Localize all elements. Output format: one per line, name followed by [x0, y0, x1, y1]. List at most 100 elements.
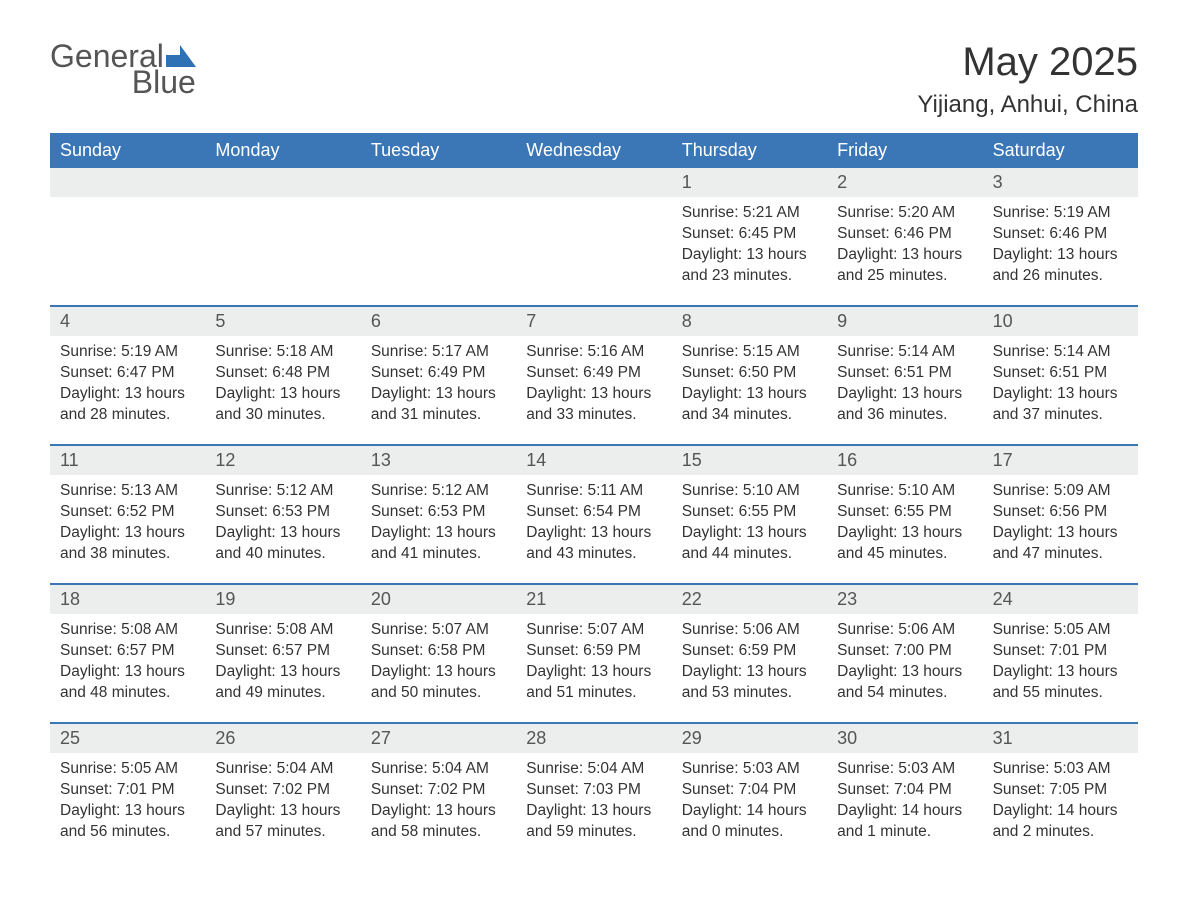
- sunrise-text: Sunrise: 5:19 AM: [993, 203, 1128, 224]
- day-number: 16: [827, 446, 982, 475]
- sunrise-text: Sunrise: 5:05 AM: [993, 620, 1128, 641]
- sunrise-text: Sunrise: 5:04 AM: [371, 759, 506, 780]
- sunrise-text: Sunrise: 5:04 AM: [215, 759, 350, 780]
- day-number: 19: [205, 585, 360, 614]
- detail-row: Sunrise: 5:13 AMSunset: 6:52 PM Daylight:…: [50, 475, 1138, 583]
- daylight-text: Daylight: 13 hours and 26 minutes.: [993, 245, 1128, 287]
- day-detail: Sunrise: 5:15 AMSunset: 6:50 PMDaylight:…: [672, 336, 827, 444]
- day-detail: Sunrise: 5:03 AMSunset: 7:04 PMDaylight:…: [672, 753, 827, 861]
- day-number: 29: [672, 724, 827, 753]
- day-detail: Sunrise: 5:05 AMSunset: 7:01 PMDaylight:…: [50, 753, 205, 861]
- sunrise-text: Sunrise: 5:09 AM: [993, 481, 1128, 502]
- daylight-text: Daylight: 14 hours and 1 minute.: [837, 801, 972, 843]
- day-number: 9: [827, 307, 982, 336]
- daylight-text: Daylight: 13 hours and 51 minutes.: [526, 662, 661, 704]
- sunrise-text: Sunrise: 5:17 AM: [371, 342, 506, 363]
- sunrise-text: Sunrise: 5:15 AM: [682, 342, 817, 363]
- sunset-text: Sunset: 7:04 PM: [837, 780, 972, 801]
- sunset-text: Sunset: 6:54 PM: [526, 502, 661, 523]
- day-number: 27: [361, 724, 516, 753]
- day-number: 25: [50, 724, 205, 753]
- weekday-header: Monday: [205, 133, 360, 168]
- daylight-text: Daylight: 13 hours and 44 minutes.: [682, 523, 817, 565]
- daylight-text: Daylight: 13 hours and 58 minutes.: [371, 801, 506, 843]
- daylight-text: Daylight: 13 hours and 55 minutes.: [993, 662, 1128, 704]
- header: General Blue May 2025 Yijiang, Anhui, Ch…: [50, 40, 1138, 119]
- sunset-text: Sunset: 6:46 PM: [837, 224, 972, 245]
- sunset-text: Sunset: 6:52 PM: [60, 502, 195, 523]
- daylight-text: Daylight: 13 hours and 36 minutes.: [837, 384, 972, 426]
- daylight-text: Daylight: 13 hours and 40 minutes.: [215, 523, 350, 565]
- day-detail: Sunrise: 5:12 AMSunset: 6:53 PMDaylight:…: [205, 475, 360, 583]
- day-number: 31: [983, 724, 1138, 753]
- weekday-header: Sunday: [50, 133, 205, 168]
- sunset-text: Sunset: 6:55 PM: [682, 502, 817, 523]
- sunrise-text: Sunrise: 5:07 AM: [526, 620, 661, 641]
- day-detail: Sunrise: 5:03 AMSunset: 7:05 PMDaylight:…: [983, 753, 1138, 861]
- daylight-text: Daylight: 13 hours and 31 minutes.: [371, 384, 506, 426]
- day-number: 14: [516, 446, 671, 475]
- daynum-row: 25262728293031: [50, 722, 1138, 753]
- sunset-text: Sunset: 7:00 PM: [837, 641, 972, 662]
- daylight-text: Daylight: 13 hours and 54 minutes.: [837, 662, 972, 704]
- day-number: 28: [516, 724, 671, 753]
- weeks-container: 123Sunrise: 5:21 AMSunset: 6:45 PMDaylig…: [50, 168, 1138, 861]
- sunset-text: Sunset: 6:58 PM: [371, 641, 506, 662]
- sunset-text: Sunset: 7:02 PM: [371, 780, 506, 801]
- day-number: 15: [672, 446, 827, 475]
- daylight-text: Daylight: 13 hours and 37 minutes.: [993, 384, 1128, 426]
- day-detail: Sunrise: 5:03 AMSunset: 7:04 PMDaylight:…: [827, 753, 982, 861]
- day-number: 26: [205, 724, 360, 753]
- daylight-text: Daylight: 13 hours and 53 minutes.: [682, 662, 817, 704]
- detail-row: Sunrise: 5:21 AMSunset: 6:45 PMDaylight:…: [50, 197, 1138, 305]
- daylight-text: Daylight: 13 hours and 59 minutes.: [526, 801, 661, 843]
- day-detail: Sunrise: 5:09 AMSunset: 6:56 PMDaylight:…: [983, 475, 1138, 583]
- sunset-text: Sunset: 7:05 PM: [993, 780, 1128, 801]
- day-detail: Sunrise: 5:10 AMSunset: 6:55 PMDaylight:…: [672, 475, 827, 583]
- sunset-text: Sunset: 6:59 PM: [526, 641, 661, 662]
- sunrise-text: Sunrise: 5:03 AM: [682, 759, 817, 780]
- sunset-text: Sunset: 6:49 PM: [371, 363, 506, 384]
- day-number: 10: [983, 307, 1138, 336]
- sunset-text: Sunset: 6:56 PM: [993, 502, 1128, 523]
- sunrise-text: Sunrise: 5:21 AM: [682, 203, 817, 224]
- day-detail: Sunrise: 5:07 AMSunset: 6:58 PMDaylight:…: [361, 614, 516, 722]
- daylight-text: Daylight: 14 hours and 0 minutes.: [682, 801, 817, 843]
- calendar: Sunday Monday Tuesday Wednesday Thursday…: [50, 133, 1138, 861]
- day-number: 5: [205, 307, 360, 336]
- sunset-text: Sunset: 7:02 PM: [215, 780, 350, 801]
- day-number: 21: [516, 585, 671, 614]
- detail-row: Sunrise: 5:05 AMSunset: 7:01 PMDaylight:…: [50, 753, 1138, 861]
- daynum-row: 18192021222324: [50, 583, 1138, 614]
- day-detail: Sunrise: 5:08 AMSunset: 6:57 PMDaylight:…: [50, 614, 205, 722]
- day-detail: Sunrise: 5:10 AMSunset: 6:55 PMDaylight:…: [827, 475, 982, 583]
- day-detail: Sunrise: 5:14 AMSunset: 6:51 PMDaylight:…: [983, 336, 1138, 444]
- sunset-text: Sunset: 6:47 PM: [60, 363, 195, 384]
- day-detail: Sunrise: 5:13 AMSunset: 6:52 PMDaylight:…: [50, 475, 205, 583]
- day-number: 8: [672, 307, 827, 336]
- page-subtitle: Yijiang, Anhui, China: [917, 91, 1138, 119]
- day-detail: [50, 197, 205, 305]
- day-detail: Sunrise: 5:04 AMSunset: 7:02 PMDaylight:…: [361, 753, 516, 861]
- sunset-text: Sunset: 7:01 PM: [60, 780, 195, 801]
- daylight-text: Daylight: 13 hours and 56 minutes.: [60, 801, 195, 843]
- weekday-header: Tuesday: [361, 133, 516, 168]
- day-detail: Sunrise: 5:19 AMSunset: 6:47 PMDaylight:…: [50, 336, 205, 444]
- sunrise-text: Sunrise: 5:13 AM: [60, 481, 195, 502]
- daylight-text: Daylight: 13 hours and 33 minutes.: [526, 384, 661, 426]
- sunrise-text: Sunrise: 5:20 AM: [837, 203, 972, 224]
- day-number: 2: [827, 168, 982, 197]
- day-number: 11: [50, 446, 205, 475]
- daynum-row: 11121314151617: [50, 444, 1138, 475]
- daylight-text: Daylight: 13 hours and 48 minutes.: [60, 662, 195, 704]
- sunrise-text: Sunrise: 5:10 AM: [837, 481, 972, 502]
- sunset-text: Sunset: 6:55 PM: [837, 502, 972, 523]
- day-detail: [361, 197, 516, 305]
- sunrise-text: Sunrise: 5:12 AM: [215, 481, 350, 502]
- day-number: [205, 168, 360, 197]
- daylight-text: Daylight: 14 hours and 2 minutes.: [993, 801, 1128, 843]
- daylight-text: Daylight: 13 hours and 50 minutes.: [371, 662, 506, 704]
- day-detail: Sunrise: 5:08 AMSunset: 6:57 PMDaylight:…: [205, 614, 360, 722]
- sunset-text: Sunset: 6:50 PM: [682, 363, 817, 384]
- sunset-text: Sunset: 6:57 PM: [215, 641, 350, 662]
